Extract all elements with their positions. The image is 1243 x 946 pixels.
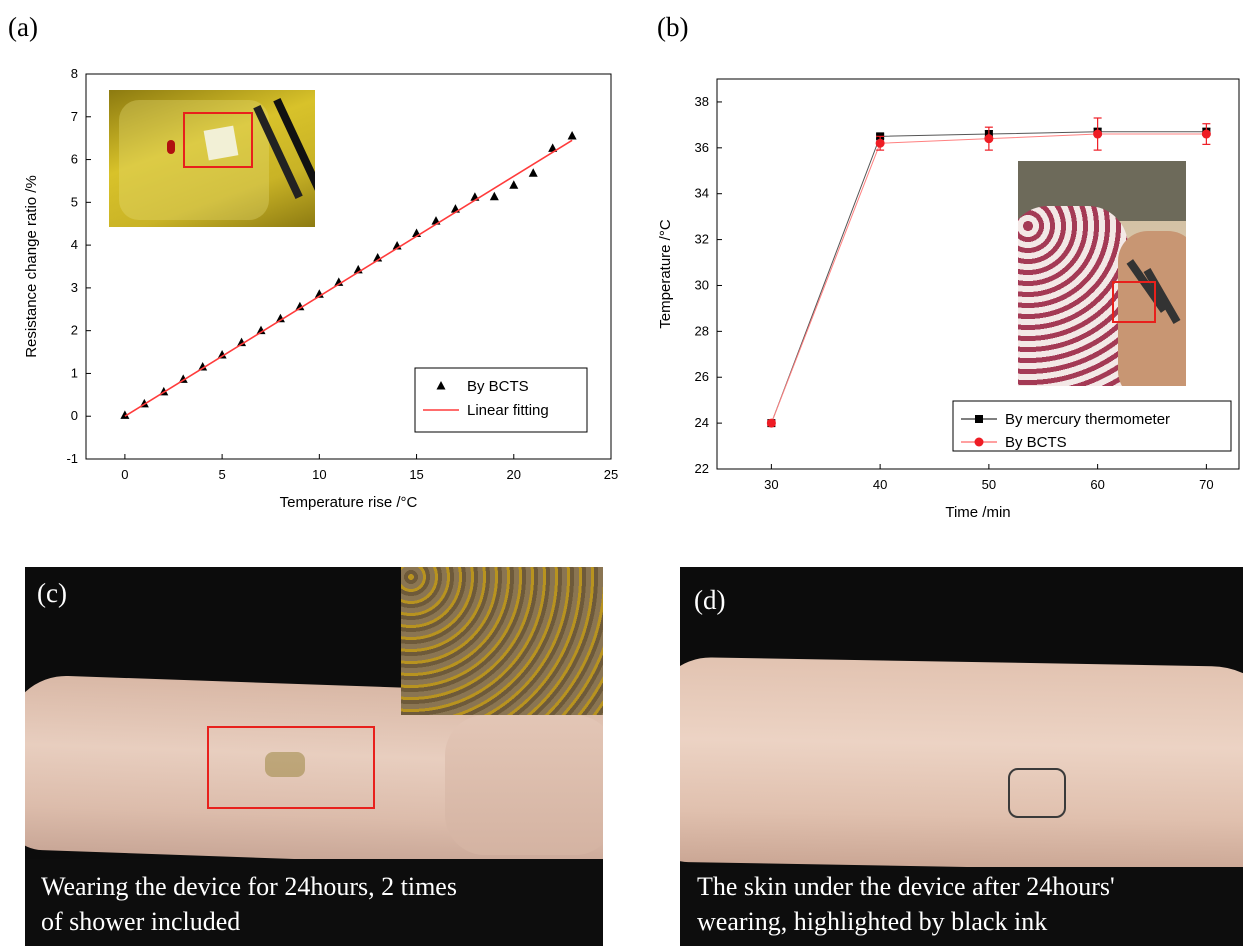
- y-tick-label: 28: [695, 323, 709, 338]
- panel-label-a: (a): [8, 12, 38, 42]
- y-tick-label: 8: [71, 66, 78, 81]
- photo-c: [25, 567, 603, 946]
- panel-label-b: (b): [657, 12, 689, 42]
- plot-frame: [85, 73, 612, 460]
- panel-label-c: (c): [37, 578, 67, 608]
- data-point-0: [548, 143, 558, 152]
- inset-photo-c: [401, 567, 603, 715]
- x-tick-label: 30: [764, 477, 778, 492]
- legend-marker: [975, 415, 983, 423]
- highlight-box: [207, 726, 375, 809]
- chart-a: 0 5 10 15 20 25 -1 0 1 2 3 4 5 6 7 8 Temperature rise /°…: [23, 66, 618, 511]
- data-point-1: [766, 418, 776, 428]
- highlight-box: [183, 112, 253, 168]
- x-tick-label: 20: [507, 467, 521, 482]
- y-tick-label: 2: [71, 323, 78, 338]
- y-tick-label: 3: [71, 280, 78, 295]
- chart-b: 30 40 50 60 70 22 24 26 28 30 32 34 36 38 Time /min Tem…: [657, 78, 1240, 521]
- y-tick-label: 1: [71, 365, 78, 380]
- data-point-1: [1093, 129, 1103, 139]
- y-tick-label: 36: [695, 140, 709, 155]
- x-axis-label: Temperature rise /°C: [280, 494, 418, 511]
- legend-marker: [974, 437, 984, 447]
- caption-c-line1: Wearing the device for 24hours, 2 times: [41, 872, 457, 901]
- data-point-0: [528, 168, 538, 177]
- legend-box: [952, 400, 1232, 452]
- y-axis-label: Resistance change ratio /%: [23, 175, 40, 358]
- data-point-0: [120, 410, 130, 419]
- x-tick-label: 50: [982, 477, 996, 492]
- data-point-0: [275, 313, 285, 323]
- caption-c-line2: of shower included: [41, 907, 241, 936]
- x-tick-label: 15: [409, 467, 423, 482]
- y-tick-label: 24: [695, 415, 709, 430]
- data-point-1: [984, 134, 994, 144]
- x-tick-label: 10: [312, 467, 326, 482]
- x-axis-label: Time /min: [945, 504, 1010, 521]
- data-point-1: [875, 138, 885, 148]
- data-point-0: [256, 325, 266, 335]
- highlight-box: [1112, 281, 1156, 323]
- inset-photo-a: [109, 90, 315, 227]
- y-tick-label: 4: [71, 237, 78, 252]
- inset-photo-b: [1018, 161, 1186, 386]
- legend-box: [414, 367, 588, 433]
- y-tick-label: 7: [71, 109, 78, 124]
- y-tick-label: 38: [695, 94, 709, 109]
- data-point-0: [198, 362, 208, 371]
- data-point-0: [509, 180, 519, 189]
- legend-marker: [436, 381, 446, 390]
- y-tick-label: 32: [695, 232, 709, 247]
- data-point-0: [295, 301, 305, 311]
- x-tick-label: 25: [604, 467, 618, 482]
- photo-d: [680, 567, 1243, 946]
- y-tick-label: 0: [71, 408, 78, 423]
- y-tick-label: 26: [695, 369, 709, 384]
- y-tick-label: 34: [695, 186, 709, 201]
- data-point-0: [217, 350, 227, 359]
- x-tick-label: 0: [121, 467, 128, 482]
- y-tick-label: 5: [71, 194, 78, 209]
- ink-outline: [1008, 768, 1066, 818]
- y-tick-label: 30: [695, 277, 709, 292]
- data-point-0: [237, 337, 247, 347]
- x-tick-label: 70: [1199, 477, 1213, 492]
- y-axis-label: Temperature /°C: [657, 219, 674, 329]
- legend-label: By mercury thermometer: [1005, 411, 1170, 428]
- panel-label-d: (d): [694, 585, 726, 615]
- y-tick-label: 6: [71, 152, 78, 167]
- caption-d-line2: wearing, highlighted by black ink: [697, 907, 1048, 936]
- data-point-1: [1201, 129, 1211, 139]
- legend-label: By BCTS: [1005, 434, 1067, 451]
- y-tick-label: -1: [66, 451, 78, 466]
- legend-label: Linear fitting: [467, 402, 549, 419]
- x-tick-label: 5: [218, 467, 225, 482]
- x-tick-label: 40: [873, 477, 887, 492]
- legend-label: By BCTS: [467, 378, 529, 395]
- series-line-1: [124, 139, 573, 417]
- plot-frame: [716, 78, 1240, 470]
- y-tick-label: 22: [695, 461, 709, 476]
- x-tick-label: 60: [1090, 477, 1104, 492]
- data-point-0: [489, 191, 499, 201]
- data-point-0: [567, 131, 577, 140]
- caption-d-line1: The skin under the device after 24hours': [697, 872, 1115, 901]
